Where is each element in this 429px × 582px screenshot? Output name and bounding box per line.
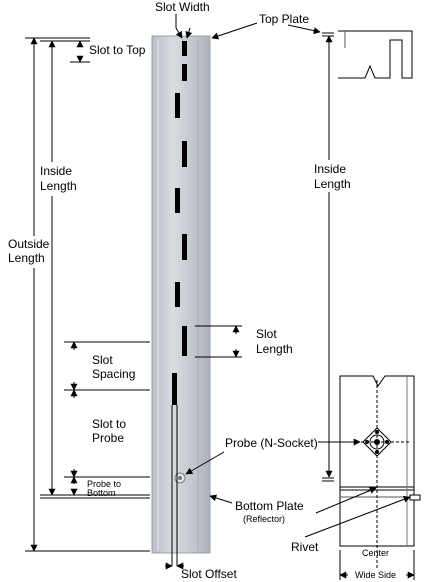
slot (175, 188, 180, 213)
slot (175, 93, 180, 118)
top-plate-drawing (322, 30, 413, 79)
probe-label: Probe (N-Socket) (225, 436, 318, 450)
waveguide-photo (151, 35, 211, 554)
slots (172, 41, 187, 405)
slot (175, 282, 180, 307)
inside-length-left-label-line1: Inside (40, 164, 73, 178)
bottom-plate-drawing (339, 375, 415, 570)
inside-length-left-label-line2: Length (40, 179, 77, 193)
slot (182, 64, 187, 81)
rivet-label: Rivet (291, 540, 319, 554)
n-socket-icon (362, 427, 392, 457)
slot-to-top-label: Slot to Top (89, 43, 146, 57)
slot-length-label-line1: Slot (256, 327, 277, 341)
center-label: Center (362, 548, 390, 558)
probe-to-bottom-label-line1: Probe to (87, 479, 122, 489)
inside-length-right-label-line1: Inside (314, 162, 347, 176)
rivet-icon (409, 494, 421, 501)
slot-width-label: Slot Width (155, 0, 210, 14)
probe-to-bottom-label-line2: Bottom (87, 488, 116, 498)
slot-offset-label: Slot Offset (181, 567, 237, 581)
slot-length-label-line2: Length (256, 342, 293, 356)
slot (182, 141, 187, 167)
top-plate-label: Top Plate (259, 12, 310, 26)
slot (182, 326, 187, 356)
outside-length-label-line1: Outside (8, 237, 50, 251)
slot-to-probe-label-line1: Slot to (92, 417, 127, 431)
left-dimensions (25, 37, 150, 552)
slot (172, 373, 177, 405)
outside-length-label-line2: Length (8, 251, 45, 265)
slot-to-probe-label-line2: Probe (92, 431, 125, 445)
slot-spacing-label-line2: Spacing (92, 367, 136, 381)
bottom-plate-label: Bottom Plate (235, 499, 304, 513)
slot (182, 234, 187, 260)
inside-length-right-label-line2: Length (314, 177, 351, 191)
slot-spacing-label-line1: Slot (92, 353, 113, 367)
wide-side-label: Wide Side (355, 570, 397, 580)
reflector-label: (Reflector) (243, 514, 286, 524)
slot (182, 41, 187, 56)
